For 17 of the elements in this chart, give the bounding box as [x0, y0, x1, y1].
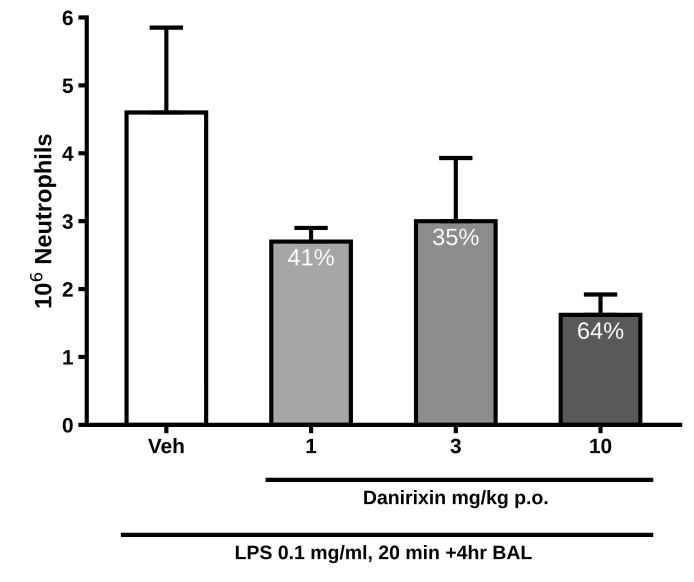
y-tick-label: 6 [62, 10, 73, 26]
x-tick-label: 10 [590, 438, 612, 454]
y-tick-label: 5 [62, 78, 73, 94]
y-tick-label: 0 [62, 418, 73, 433]
annotation: 35% [433, 228, 479, 246]
y-tick-label: 4 [62, 146, 74, 161]
x-tick-label: Veh [148, 438, 184, 454]
y-tick-label: 1 [63, 350, 73, 365]
x-tick-label: 1 [306, 438, 316, 454]
text: LPS 0.1 mg/ml, 20 min +4hr BAL [236, 545, 532, 564]
text: Danirixin mg/kg p.o. [364, 490, 548, 508]
x-tick-label: 3 [450, 438, 461, 454]
y-tick-label: 3 [62, 214, 73, 229]
annotation: 41% [288, 249, 334, 266]
annotation: 64% [578, 322, 624, 339]
y-axis-title: 10$^{6}$ Neutrophils [30, 134, 56, 308]
y-tick-label: 2 [62, 282, 73, 297]
